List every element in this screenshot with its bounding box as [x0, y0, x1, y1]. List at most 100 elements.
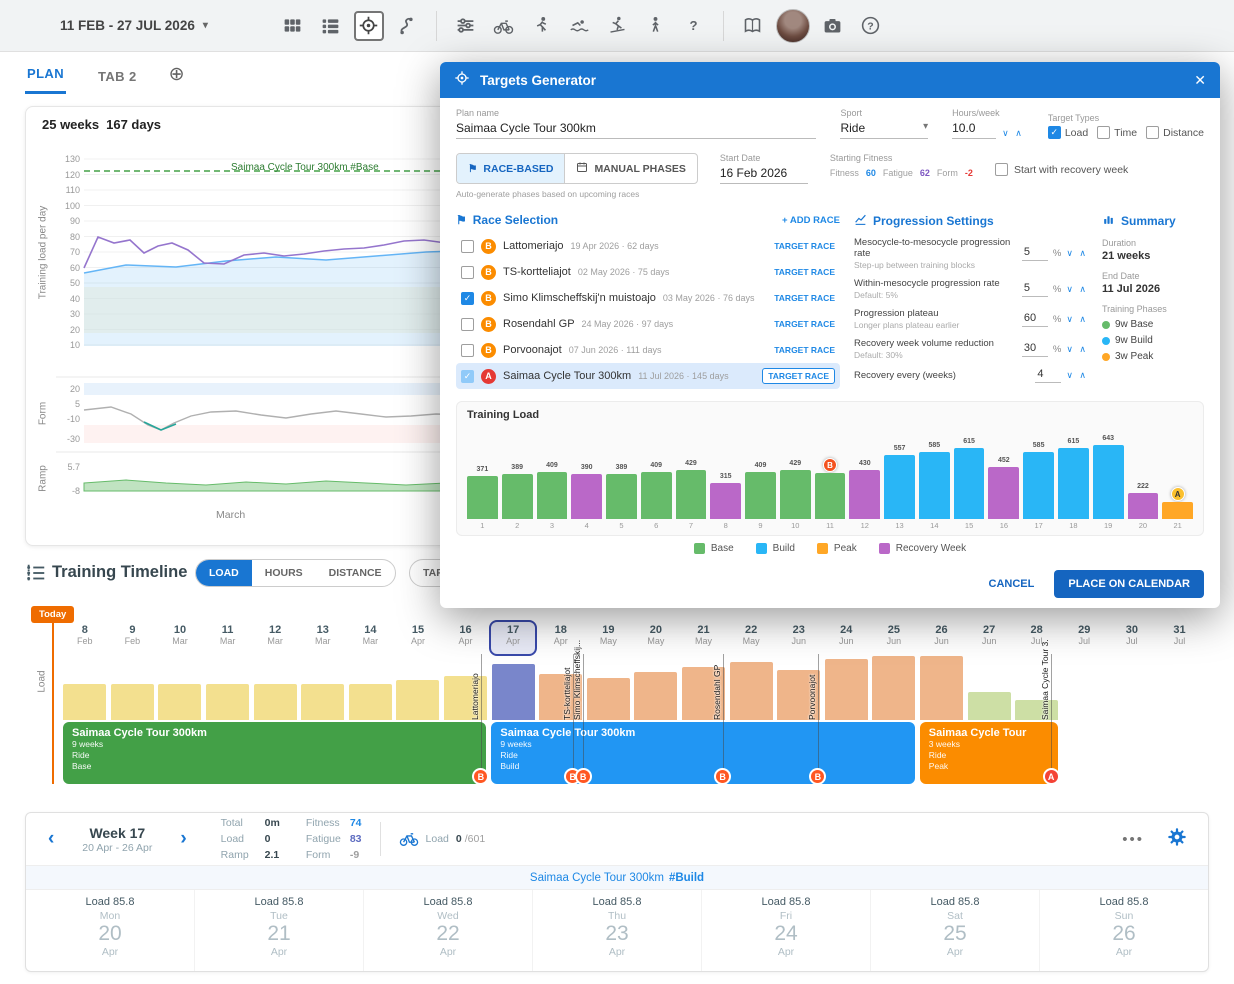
target-type-load[interactable]: ✓Load	[1048, 126, 1088, 139]
target-race-button[interactable]: TARGET RACE	[762, 368, 835, 384]
week-header-8[interactable]: 8Feb	[61, 620, 109, 656]
run-icon[interactable]	[527, 11, 557, 41]
stepper-icons[interactable]: ∨ ∧	[1066, 370, 1088, 381]
grid-icon[interactable]	[278, 11, 308, 41]
race-checkbox[interactable]	[461, 318, 474, 331]
week-header-16[interactable]: 16Apr	[442, 620, 490, 656]
race-marker-badge[interactable]: B	[575, 768, 592, 785]
swim-icon[interactable]	[565, 11, 595, 41]
day-column-mon[interactable]: Load 85.8Mon20Apr	[26, 890, 194, 971]
ski-icon[interactable]	[603, 11, 633, 41]
target-icon[interactable]	[354, 11, 384, 41]
setting-value-input[interactable]: 5	[1022, 246, 1048, 261]
week-header-12[interactable]: 12Mar	[251, 620, 299, 656]
week-event-banner[interactable]: Saimaa Cycle Tour 300km #Build	[26, 865, 1208, 890]
camera-icon[interactable]	[818, 11, 848, 41]
phase-block-build[interactable]: Saimaa Cycle Tour 300km9 weeksRideBuild	[491, 722, 914, 784]
add-tab-button[interactable]: ⊕	[169, 63, 185, 94]
checkbox-icon[interactable]	[995, 163, 1008, 176]
week-header-26[interactable]: 26Jun	[918, 620, 966, 656]
target-race-button[interactable]: TARGET RACE	[774, 293, 835, 303]
view-button-hours[interactable]: HOURS	[252, 560, 316, 586]
week-header-30[interactable]: 30Jul	[1108, 620, 1156, 656]
week-header-28[interactable]: 28Jul	[1013, 620, 1061, 656]
week-header-10[interactable]: 10Mar	[156, 620, 204, 656]
stepper-icons[interactable]: ∨ ∧	[1066, 314, 1088, 325]
target-type-time[interactable]: Time	[1097, 126, 1137, 139]
race-checkbox[interactable]	[461, 266, 474, 279]
week-header-15[interactable]: 15Apr	[394, 620, 442, 656]
place-on-calendar-button[interactable]: PLACE ON CALENDAR	[1054, 570, 1204, 598]
race-checkbox[interactable]	[461, 240, 474, 253]
phase-block-base[interactable]: Saimaa Cycle Tour 300km9 weeksRideBase	[63, 722, 486, 784]
week-header-29[interactable]: 29Jul	[1060, 620, 1108, 656]
add-race-button[interactable]: + ADD RACE	[782, 215, 840, 226]
week-header-20[interactable]: 20May	[632, 620, 680, 656]
race-row[interactable]: BLattomeriajo19 Apr 2026 · 62 daysTARGET…	[456, 233, 840, 259]
setting-value-input[interactable]: 4	[1035, 368, 1061, 383]
setting-value-input[interactable]: 60	[1022, 312, 1048, 327]
help-icon[interactable]: ?	[856, 11, 886, 41]
stepper-icons[interactable]: ∨ ∧	[1066, 284, 1088, 295]
week-header-14[interactable]: 14Mar	[347, 620, 395, 656]
walk-icon[interactable]	[641, 11, 671, 41]
race-checkbox[interactable]	[461, 344, 474, 357]
setting-value-input[interactable]: 30	[1022, 342, 1048, 357]
view-button-load[interactable]: LOAD	[196, 560, 252, 586]
stepper-icons[interactable]: ∨ ∧	[1066, 344, 1088, 355]
day-column-sun[interactable]: Load 85.8Sun26Apr	[1039, 890, 1208, 971]
race-row[interactable]: ✓BSimo Klimscheffskij'n muistoajo03 May …	[456, 285, 840, 311]
week-header-31[interactable]: 31Jul	[1156, 620, 1204, 656]
week-header-25[interactable]: 25Jun	[870, 620, 918, 656]
target-type-distance[interactable]: Distance	[1146, 126, 1204, 139]
setting-value-input[interactable]: 5	[1022, 282, 1048, 297]
target-race-button[interactable]: TARGET RACE	[774, 267, 835, 277]
week-header-9[interactable]: 9Feb	[109, 620, 157, 656]
list-icon[interactable]	[316, 11, 346, 41]
hours-week-input[interactable]: 10.0	[952, 121, 996, 139]
day-column-fri[interactable]: Load 85.8Fri24Apr	[701, 890, 870, 971]
race-row[interactable]: ✓ASaimaa Cycle Tour 300km11 Jul 2026 · 1…	[456, 363, 840, 389]
day-column-tue[interactable]: Load 85.8Tue21Apr	[194, 890, 363, 971]
day-column-thu[interactable]: Load 85.8Thu23Apr	[532, 890, 701, 971]
tab-tab-2[interactable]: TAB 2	[96, 59, 139, 94]
race-row[interactable]: BPorvoonajot07 Jun 2026 · 111 daysTARGET…	[456, 337, 840, 363]
plan-name-input[interactable]: Saimaa Cycle Tour 300km	[456, 121, 816, 139]
bike-icon[interactable]	[489, 11, 519, 41]
target-race-button[interactable]: TARGET RACE	[774, 319, 835, 329]
next-week-button[interactable]: ›	[170, 828, 196, 850]
close-icon[interactable]: ✕	[1194, 72, 1206, 89]
week-header-11[interactable]: 11Mar	[204, 620, 252, 656]
recovery-week-checkbox[interactable]: Start with recovery week	[995, 163, 1128, 176]
target-race-button[interactable]: TARGET RACE	[774, 345, 835, 355]
day-column-sat[interactable]: Load 85.8Sat25Apr	[870, 890, 1039, 971]
question-icon[interactable]: ?	[679, 11, 709, 41]
tab-plan[interactable]: PLAN	[25, 56, 66, 94]
date-range-picker[interactable]: 11 FEB - 27 JUL 2026 ▾	[60, 18, 208, 33]
race-based-button[interactable]: ⚑RACE-BASED	[457, 154, 564, 183]
week-header-13[interactable]: 13Mar	[299, 620, 347, 656]
cancel-button[interactable]: CANCEL	[989, 578, 1035, 590]
previous-week-button[interactable]: ‹	[38, 828, 64, 850]
day-column-wed[interactable]: Load 85.8Wed22Apr	[363, 890, 532, 971]
start-date-input[interactable]: 16 Feb 2026	[720, 166, 808, 184]
week-header-19[interactable]: 19May	[585, 620, 633, 656]
week-header-22[interactable]: 22May	[727, 620, 775, 656]
phase-block-peak[interactable]: Saimaa Cycle Tour3 weeksRidePeak	[920, 722, 1058, 784]
stepper-icons[interactable]: ∨ ∧	[1066, 248, 1088, 259]
tune-icon[interactable]	[451, 11, 481, 41]
more-options-button[interactable]: •••	[1122, 831, 1144, 848]
view-button-distance[interactable]: DISTANCE	[316, 560, 395, 586]
manual-phases-button[interactable]: MANUAL PHASES	[564, 154, 696, 183]
race-marker-badge[interactable]: B	[714, 768, 731, 785]
settings-gear-icon[interactable]	[1166, 826, 1188, 853]
book-icon[interactable]	[738, 11, 768, 41]
sport-select[interactable]: Ride▾	[840, 121, 928, 139]
race-checkbox[interactable]: ✓	[461, 370, 474, 383]
race-row[interactable]: BRosendahl GP24 May 2026 · 97 daysTARGET…	[456, 311, 840, 337]
week-header-17[interactable]: 17Apr	[489, 620, 537, 656]
user-avatar[interactable]	[776, 9, 810, 43]
route-icon[interactable]	[392, 11, 422, 41]
race-marker-badge[interactable]: A	[1043, 768, 1060, 785]
week-header-24[interactable]: 24Jun	[823, 620, 871, 656]
